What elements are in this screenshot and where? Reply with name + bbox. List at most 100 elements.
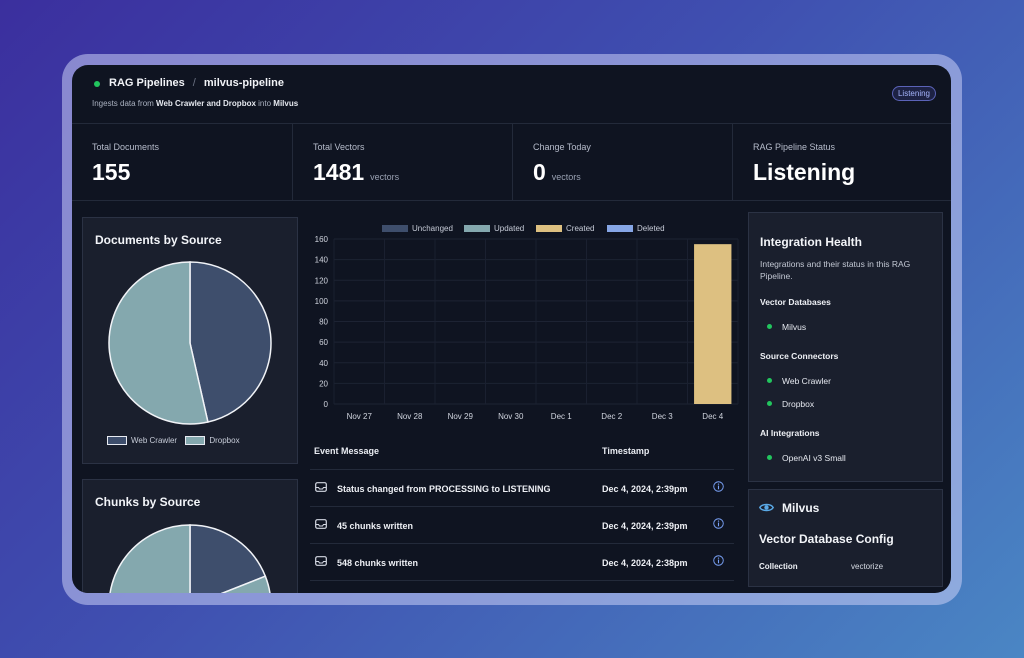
stats-row: Total Documents 155 Total Vectors 1481 ve… bbox=[72, 123, 951, 201]
legend-item-deleted[interactable]: Deleted bbox=[607, 224, 665, 233]
config-title: Vector Database Config bbox=[759, 532, 894, 546]
y-tick-label: 40 bbox=[319, 359, 328, 368]
info-icon[interactable] bbox=[713, 481, 724, 492]
subtitle-prefix: Ingests data from bbox=[92, 99, 154, 108]
stat-label: RAG Pipeline Status bbox=[753, 142, 836, 152]
status-dot bbox=[94, 81, 100, 87]
integration-name: Milvus bbox=[782, 501, 820, 515]
integration-health-card: Integration Health Integrations and thei… bbox=[748, 212, 943, 482]
stat-value: 155 bbox=[92, 159, 131, 185]
event-message: 45 chunks written bbox=[337, 521, 414, 531]
column-header-timestamp[interactable]: Timestamp bbox=[602, 446, 650, 456]
legend-item-updated[interactable]: Updated bbox=[464, 224, 524, 233]
x-tick-label: Dec 3 bbox=[652, 412, 673, 421]
y-tick-label: 140 bbox=[315, 256, 329, 265]
event-timestamp: Dec 4, 2024, 2:39pm bbox=[602, 521, 688, 531]
documents-by-source-card: Documents by Source Web Crawler Dropbox bbox=[82, 217, 298, 464]
x-tick-label: Nov 27 bbox=[347, 412, 373, 421]
breadcrumb-root-link[interactable]: RAG Pipelines bbox=[109, 77, 185, 89]
pie-legend: Web Crawler Dropbox bbox=[107, 436, 240, 446]
legend-item-unchanged[interactable]: Unchanged bbox=[382, 224, 453, 233]
integration-item-dropbox[interactable]: Dropbox bbox=[782, 399, 815, 409]
x-tick-label: Dec 4 bbox=[702, 412, 723, 421]
y-tick-label: 80 bbox=[319, 318, 328, 327]
chunks-by-source-card: Chunks by Source bbox=[82, 479, 298, 593]
subtitle-sources: Web Crawler and Dropbox bbox=[156, 99, 256, 108]
stat-label: Total Vectors bbox=[313, 142, 365, 152]
pie-slice-web-crawler[interactable] bbox=[189, 261, 272, 423]
stat-label: Total Documents bbox=[92, 142, 160, 152]
info-icon[interactable] bbox=[713, 555, 724, 566]
legend-swatch bbox=[382, 225, 408, 233]
card-title: Chunks by Source bbox=[95, 495, 201, 509]
stat-unit: vectors bbox=[551, 172, 581, 182]
x-tick-label: Dec 2 bbox=[601, 412, 622, 421]
column-header-event-message[interactable]: Event Message bbox=[314, 446, 380, 456]
eye-icon bbox=[759, 503, 774, 512]
section-heading-vector-databases: Vector Databases bbox=[760, 297, 831, 307]
stat-unit: vectors bbox=[370, 172, 400, 182]
event-timestamp: Dec 4, 2024, 2:39pm bbox=[602, 484, 688, 494]
documents-pie-chart bbox=[108, 261, 272, 425]
legend-item-web-crawler[interactable]: Web Crawler bbox=[107, 436, 177, 446]
stat-total-vectors: Total Vectors 1481 vectors bbox=[292, 123, 513, 200]
app-screen: RAG Pipelines / milvus-pipeline Ingests da… bbox=[72, 65, 951, 593]
x-tick-label: Nov 29 bbox=[448, 412, 474, 421]
integration-item-openai[interactable]: OpenAI v3 Small bbox=[782, 453, 846, 463]
card-title: Integration Health bbox=[760, 235, 863, 249]
stat-change-today: Change Today 0 vectors bbox=[512, 123, 733, 200]
y-tick-label: 120 bbox=[315, 276, 329, 285]
pie-slice-dropbox[interactable] bbox=[109, 524, 271, 593]
status-dot bbox=[767, 455, 772, 460]
stat-label: Change Today bbox=[533, 142, 591, 152]
change-history-bar-chart: 0 20 40 60 80 100 120 140 160 Nov 27 Nov 28 Nov 29 N… bbox=[315, 235, 739, 421]
page-header: RAG Pipelines / milvus-pipeline Ingests da… bbox=[72, 65, 951, 124]
y-tick-label: 0 bbox=[324, 400, 329, 409]
card-description: Integrations and their status in this RA… bbox=[760, 259, 911, 281]
pie-slice-web-crawler[interactable] bbox=[189, 524, 267, 593]
section-heading-ai-integrations: AI Integrations bbox=[760, 428, 820, 438]
pie-slice-dropbox[interactable] bbox=[108, 261, 209, 425]
y-tick-label: 160 bbox=[315, 235, 329, 244]
subtitle-target: Milvus bbox=[273, 99, 299, 108]
integration-item-web-crawler[interactable]: Web Crawler bbox=[782, 376, 831, 386]
section-heading-source-connectors: Source Connectors bbox=[760, 351, 839, 361]
inbox-icon bbox=[315, 482, 327, 492]
breadcrumb-separator: / bbox=[192, 77, 196, 89]
x-tick-label: Nov 28 bbox=[397, 412, 423, 421]
stat-value: 1481 vectors bbox=[313, 159, 400, 185]
legend-swatch bbox=[107, 436, 127, 446]
legend-item-dropbox[interactable]: Dropbox bbox=[185, 436, 240, 446]
y-tick-label: 60 bbox=[319, 338, 328, 347]
inbox-icon bbox=[315, 556, 327, 566]
stat-pipeline-status: RAG Pipeline Status Listening bbox=[732, 123, 951, 200]
legend-swatch bbox=[464, 225, 490, 233]
info-icon[interactable] bbox=[713, 518, 724, 529]
legend-swatch bbox=[185, 436, 206, 446]
bar-created-dec-4[interactable] bbox=[694, 244, 732, 404]
breadcrumb: RAG Pipelines / milvus-pipeline bbox=[109, 77, 284, 89]
status-dot bbox=[767, 324, 772, 329]
status-badge: Listening bbox=[891, 86, 936, 101]
inbox-icon bbox=[315, 519, 327, 529]
table-row[interactable]: 548 chunks written Dec 4, 2024, 2:38pm bbox=[310, 543, 734, 581]
chunks-pie-chart bbox=[109, 524, 271, 593]
milvus-config-card: Milvus Vector Database Config Collection… bbox=[748, 489, 943, 587]
x-tick-label: Dec 1 bbox=[551, 412, 572, 421]
integration-item-milvus[interactable]: Milvus bbox=[782, 322, 807, 332]
x-tick-label: Nov 30 bbox=[498, 412, 524, 421]
table-row[interactable]: Status changed from PROCESSING to LISTEN… bbox=[310, 469, 734, 507]
y-tick-label: 20 bbox=[319, 379, 328, 388]
stat-value: 0 vectors bbox=[533, 159, 581, 185]
event-message: 548 chunks written bbox=[337, 558, 419, 568]
y-tick-label: 100 bbox=[315, 297, 329, 306]
page-subtitle: Ingests data from Web Crawler and Dropbo… bbox=[92, 99, 298, 108]
event-timestamp: Dec 4, 2024, 2:38pm bbox=[602, 558, 688, 568]
legend-item-created[interactable]: Created bbox=[536, 224, 594, 233]
table-row[interactable]: 45 chunks written Dec 4, 2024, 2:39pm bbox=[310, 506, 734, 544]
stat-value: Listening bbox=[753, 159, 856, 185]
status-dot bbox=[767, 378, 772, 383]
legend-swatch bbox=[536, 225, 562, 233]
breadcrumb-current: milvus-pipeline bbox=[203, 77, 284, 89]
event-message: Status changed from PROCESSING to LISTEN… bbox=[337, 484, 551, 494]
